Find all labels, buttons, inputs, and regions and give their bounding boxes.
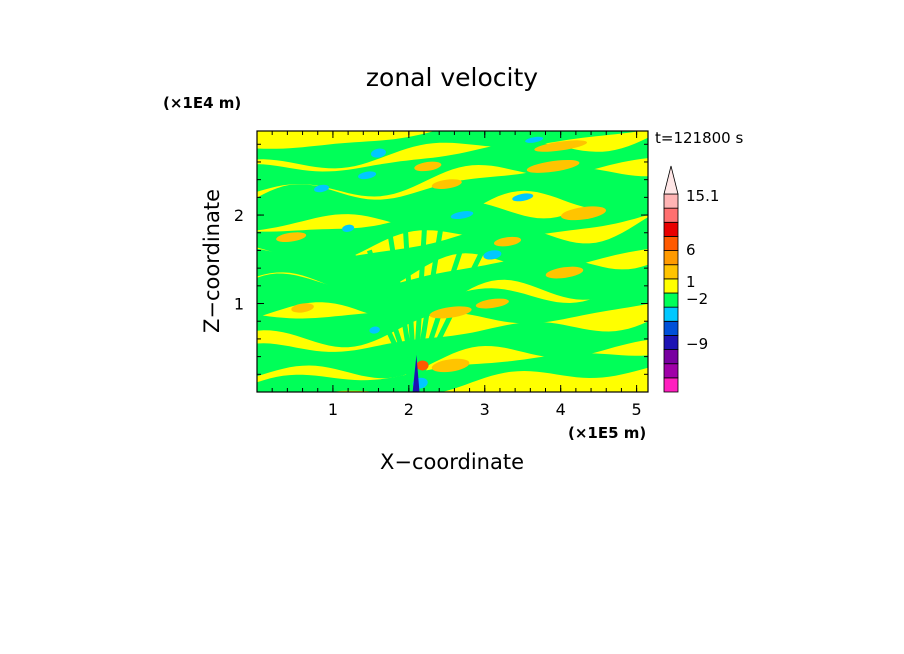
x-tick-label: 3 (480, 400, 490, 419)
contour-fan-7 (401, 197, 418, 388)
x-axis-unit: (×1E5 m) (568, 424, 646, 442)
cool-contour-9 (525, 136, 544, 143)
contour-fan-8 (412, 197, 429, 388)
y-tick-label: 1 (234, 295, 244, 314)
cool-contour-3 (314, 184, 330, 193)
colorbar: 15.1 6 1−2 −9 (663, 165, 719, 393)
cool-contour-10 (342, 224, 355, 232)
colorbar-bin-7 (663, 292, 679, 308)
warm-contour-12 (414, 161, 442, 172)
contour-band-1 (257, 353, 648, 392)
plot-frame (256, 130, 649, 393)
contour-band-8 (257, 137, 648, 197)
colorbar-bin-9 (663, 264, 679, 280)
y-axis-unit: (×1E4 m) (163, 94, 241, 112)
contour-band-5 (257, 217, 648, 294)
warm-contour-5 (526, 159, 580, 173)
colorbar-bin-6 (663, 306, 679, 322)
colorbar-bin-11 (663, 236, 679, 251)
warm-contour-7 (431, 179, 462, 189)
warm-contour-2 (475, 298, 509, 309)
x-tick-label: 4 (556, 400, 566, 419)
cool-contour-5 (512, 193, 534, 202)
warm-contour-3 (545, 266, 584, 279)
hot-contour (416, 360, 429, 371)
warm-contour-6 (534, 140, 588, 152)
x-tick-label: 1 (328, 400, 338, 419)
cool-contour-2 (370, 148, 386, 158)
warm-contour-4 (560, 206, 607, 221)
y-axis-label: Z−coordinate (200, 189, 224, 333)
colorbar-bin-10 (663, 250, 679, 266)
colorbar-bin-12 (663, 221, 679, 237)
colorbar-label-4: −2 (686, 290, 708, 308)
warm-contour-11 (291, 303, 314, 313)
axis-ticks: 1 2 3 4 5 1 2 (234, 131, 648, 419)
contour-band-6 (257, 182, 648, 264)
contour-fan-2 (366, 249, 418, 389)
colorbar-label-5: −9 (686, 335, 708, 353)
colorbar-bin-13 (663, 207, 679, 223)
warm-contour-1 (429, 306, 472, 319)
warm-contour-8 (276, 232, 307, 243)
warm-contour-9 (493, 236, 522, 247)
cool-contour-1 (358, 171, 377, 180)
colorbar-bin-2 (663, 363, 679, 379)
warm-contour-10 (431, 358, 470, 373)
contour-band-7 (257, 167, 648, 231)
contour-field (257, 131, 648, 392)
contour-fan-1 (344, 240, 418, 389)
time-label: t=121800 s (655, 129, 743, 147)
x-axis-label: X−coordinate (380, 450, 524, 474)
colorbar-extend-arrow (663, 165, 679, 195)
contour-fan-4 (412, 223, 444, 388)
colorbar-bin-8 (663, 278, 679, 294)
colorbar-bin-1 (663, 377, 679, 393)
x-tick-label: 2 (404, 400, 414, 419)
contour-band-2 (257, 321, 648, 379)
cold-contour (412, 354, 420, 392)
colorbar-bin-14 (663, 193, 679, 209)
cool-contour-4 (483, 250, 502, 260)
colorbar-bin-4 (663, 335, 679, 350)
colorbar-label-1: 15.1 (686, 187, 719, 205)
y-tick-label: 2 (234, 206, 244, 225)
colorbar-bin-5 (663, 320, 679, 336)
cool-contour-7 (369, 326, 380, 334)
colorbar-label-3: 1 (686, 273, 696, 291)
colorbar-bin-3 (663, 349, 679, 365)
contour-fan-3 (385, 223, 418, 388)
cool-contour-6 (450, 211, 474, 220)
x-tick-label: 5 (632, 400, 642, 419)
contour-band-9 (257, 131, 641, 169)
colorbar-label-2: 6 (686, 241, 696, 259)
chart-title: zonal velocity (366, 63, 538, 92)
